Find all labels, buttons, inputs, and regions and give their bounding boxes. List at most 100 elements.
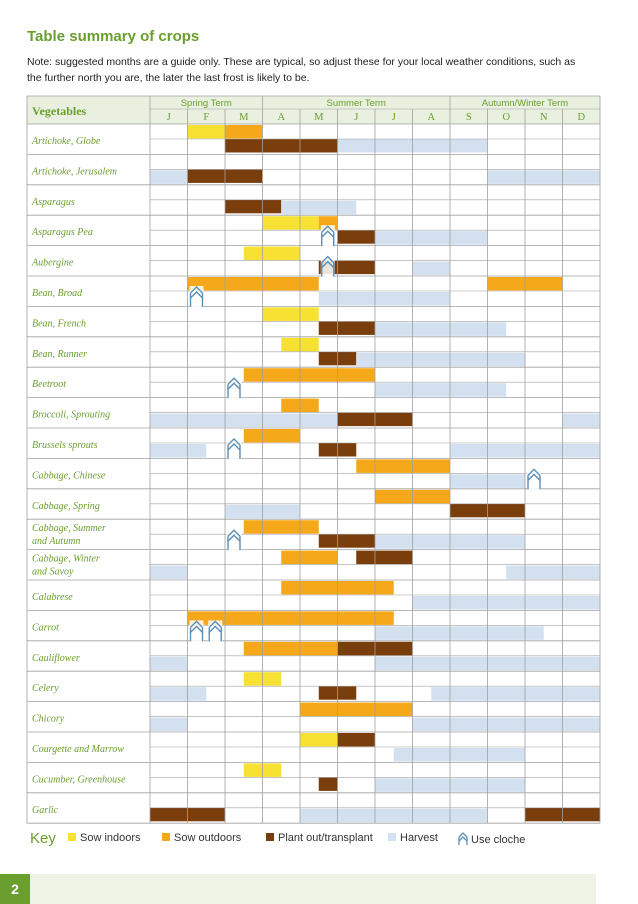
cloche-icon (227, 438, 241, 460)
page-number: 2 (0, 874, 30, 904)
sow-indoors-bar (243, 246, 300, 261)
harvest-bar (150, 687, 207, 701)
harvest-bar (281, 200, 357, 215)
harvest-bar (412, 261, 450, 276)
crop-name: Chicory (32, 714, 65, 725)
crop-name: Cucumber, Greenhouse (32, 774, 126, 785)
cloche-icon (458, 832, 468, 845)
key-item-label: Use cloche (471, 834, 526, 846)
crop-name: Broccoli, Sprouting (32, 410, 110, 421)
sow-indoors-bar (300, 733, 338, 747)
month-label: M (239, 112, 249, 123)
harvest-bar (150, 413, 338, 428)
crop-name: Asparagus Pea (31, 227, 93, 238)
crop-name: Beetroot (32, 379, 66, 390)
key-item-label: Sow outdoors (174, 832, 242, 844)
crop-name: Celery (32, 683, 59, 694)
cloche-icon (320, 225, 335, 248)
crop-name: Bean, Runner (32, 349, 87, 360)
sow-outdoors-bar (243, 429, 300, 443)
month-label: O (502, 112, 510, 123)
harvest-bar (150, 444, 207, 458)
key-item-plant-out: Plant out/transplant (266, 832, 373, 844)
sow-outdoors-bar (356, 459, 450, 473)
sow-outdoors-bar (281, 550, 338, 565)
harvest-bar (356, 352, 525, 367)
harvest-bar (318, 292, 450, 306)
harvest-bar (150, 565, 188, 580)
crop-name: Cabbage, Summer and Autumn (32, 523, 106, 547)
harvest-bar (150, 170, 188, 184)
sow-outdoors-bar (243, 368, 375, 382)
sow-indoors-bar (187, 125, 225, 139)
harvest-bar (150, 717, 188, 732)
plant-out-bar (318, 534, 375, 548)
month-label: M (314, 112, 324, 123)
key-label: Key (30, 830, 56, 847)
cloche-icon (208, 620, 223, 643)
crop-name: Brussels sprouts (32, 440, 98, 451)
cloche-icon (320, 255, 335, 278)
crop-name: Calabrese (32, 592, 73, 603)
table-header-bg (27, 96, 600, 124)
crop-name: Courgette and Marrow (32, 744, 124, 755)
harvest-bar (487, 170, 600, 184)
harvest-bar (412, 717, 600, 732)
sow-indoors-bar (262, 216, 319, 230)
crop-name: Garlic (32, 805, 59, 816)
plant-out-bar (356, 550, 413, 565)
cloche-icon (227, 529, 241, 552)
key-item-sow-outdoors: Sow outdoors (162, 832, 241, 844)
term-label: Spring Term (181, 98, 232, 109)
sow-outdoors-bar (243, 520, 319, 534)
harvest-bar (506, 565, 600, 580)
key-item-label: Plant out/transplant (278, 832, 373, 844)
key-item-harvest: Harvest (388, 832, 438, 844)
sow-outdoors-bar (225, 125, 263, 139)
sow-outdoors-swatch (162, 833, 170, 841)
month-label: F (203, 112, 209, 123)
crop-name: Bean, Broad (32, 288, 83, 299)
harvest-bar (393, 748, 525, 762)
harvest-bar (375, 322, 507, 336)
cloche-icon (189, 286, 204, 308)
page-title: Table summary of crops (27, 28, 200, 45)
crop-name: Aubergine (31, 258, 74, 269)
crop-name: Cauliflower (32, 653, 80, 664)
plant-out-bar (337, 733, 375, 747)
sow-outdoors-bar (187, 611, 394, 625)
key-item-label: Harvest (400, 832, 438, 844)
harvest-swatch (388, 833, 396, 841)
month-label: J (392, 112, 396, 123)
crop-name: Asparagus (31, 197, 75, 208)
term-label: Summer Term (327, 98, 387, 109)
month-label: S (466, 112, 472, 123)
plant-out-bar (318, 777, 338, 791)
sow-outdoors-bar (243, 641, 338, 656)
harvest-bar (375, 383, 507, 397)
footer-bar (0, 874, 596, 904)
term-label: Autumn/Winter Term (482, 98, 568, 109)
harvest-bar (150, 656, 188, 671)
key-item-label: Sow indoors (80, 832, 141, 844)
plant-out-bar (225, 139, 338, 153)
harvest-bar (375, 231, 488, 245)
month-label: A (427, 112, 435, 123)
key-item-use-cloche: Use cloche (458, 832, 525, 846)
sow-indoors-bar (262, 307, 319, 321)
crop-name: Artichoke, Globe (31, 136, 101, 147)
month-label: N (540, 112, 548, 123)
crop-name: Artichoke, Jerusalem (31, 166, 117, 177)
cloche-icon (189, 620, 204, 643)
harvest-bar (375, 626, 544, 640)
month-label: J (167, 112, 171, 123)
page-note: Note: suggested months are a guide only.… (27, 56, 576, 84)
cloche-icon (527, 468, 541, 491)
sow-outdoors-bar (187, 277, 319, 291)
crop-name: Cabbage, Spring (32, 501, 100, 512)
harvest-bar (431, 687, 600, 701)
plant-out-swatch (266, 833, 274, 841)
harvest-bar (300, 808, 488, 823)
crop-name: Carrot (32, 622, 59, 633)
